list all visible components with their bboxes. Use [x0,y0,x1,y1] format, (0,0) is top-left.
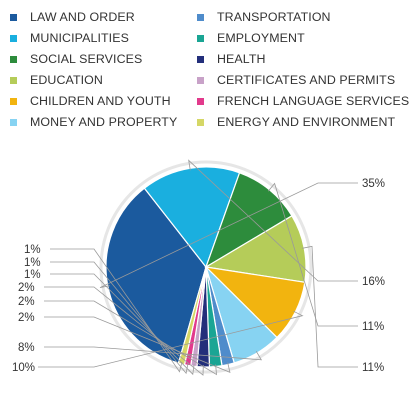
legend-item: SOCIAL SERVICES [10,51,142,67]
data-label: 2% [18,296,35,308]
leader-line [302,245,358,368]
data-label: 11% [362,362,384,374]
legend-swatch [10,76,17,84]
legend-swatch [10,118,17,126]
leader-line [188,159,358,282]
legend-label: EMPLOYMENT [217,31,305,45]
data-label: 35% [362,178,385,190]
legend-label: HEALTH [217,52,266,66]
data-label: 1% [24,269,41,281]
legend-swatch [197,13,204,21]
legend-swatch [197,76,204,84]
legend-label: MUNICIPALITIES [30,31,129,45]
data-label: 10% [12,362,35,374]
data-label: 2% [18,312,35,324]
legend-swatch [197,55,204,63]
legend-label: MONEY AND PROPERTY [30,115,178,129]
legend-item: ENERGY AND ENVIRONMENT [197,114,395,130]
legend-swatch [10,97,17,105]
legend-label: FRENCH LANGUAGE SERVICES [217,94,410,108]
legend-item: HEALTH [197,51,266,67]
legend-item: FRENCH LANGUAGE SERVICES [197,93,409,109]
legend-label: EDUCATION [30,73,103,87]
legend-item: TRANSPORTATION [197,9,331,25]
data-label: 11% [362,321,384,333]
legend-swatch [10,34,17,42]
legend-label: TRANSPORTATION [217,10,331,24]
leader-line [50,273,195,376]
data-label: 16% [362,276,385,288]
legend-item: EDUCATION [10,72,103,88]
leader-line [44,300,217,376]
leader-line [50,261,189,375]
legend-label: ENERGY AND ENVIRONMENT [217,115,396,129]
leader-line [38,310,304,368]
legend-swatch [197,118,204,126]
legend-item: EMPLOYMENT [197,30,305,46]
data-label: 1% [24,257,41,269]
legend-label: LAW AND ORDER [30,10,135,24]
legend-item: CHILDREN AND YOUTH [10,93,171,109]
legend-swatch [197,34,204,42]
data-label: 8% [18,342,35,354]
legend-item: MONEY AND PROPERTY [10,114,177,130]
legend-item: MUNICIPALITIES [10,30,129,46]
legend-swatch [197,97,204,105]
data-label: 2% [18,282,35,294]
leader-line [44,286,204,376]
leader-line [44,346,263,361]
leader-line [50,248,183,373]
legend-item: CERTIFICATES AND PERMITS [197,72,395,88]
chart-legend: LAW AND ORDER TRANSPORTATION MUNICIPALITIE… [0,0,414,140]
legend-label: CERTIFICATES AND PERMITS [217,73,396,87]
legend-swatch [10,13,17,21]
legend-swatch [10,55,17,63]
leader-line [99,182,358,288]
legend-label: CHILDREN AND YOUTH [30,94,171,108]
data-label: 1% [24,244,41,256]
legend-item: LAW AND ORDER [10,9,135,25]
legend-label: SOCIAL SERVICES [30,52,143,66]
leader-line [267,182,358,327]
